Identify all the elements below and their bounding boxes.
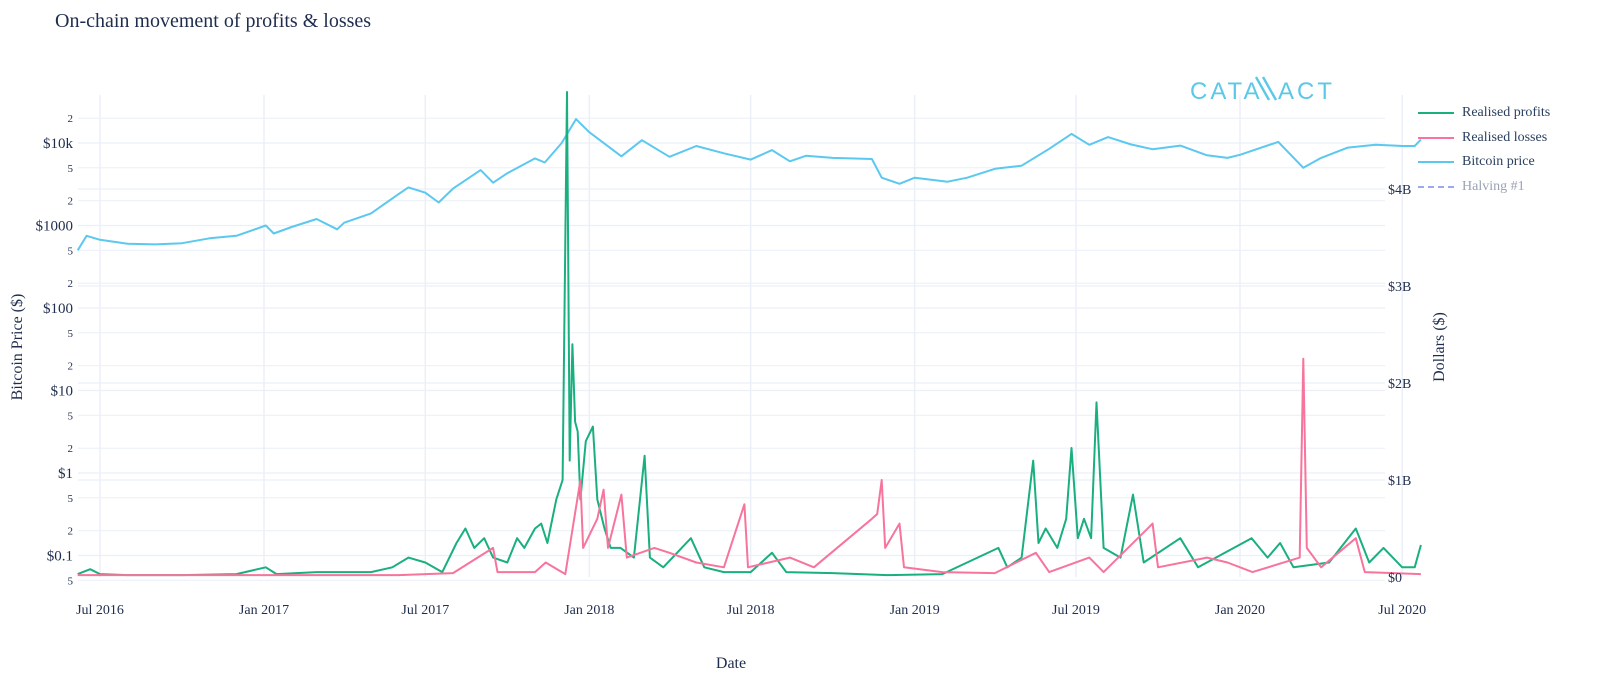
y-tick-label: $10	[51, 384, 74, 400]
y-tick-label: 5	[68, 245, 74, 257]
x-tick-label: Jan 2019	[890, 603, 940, 618]
x-tick-label: Jul 2016	[76, 603, 124, 618]
y-tick-label: 2	[68, 278, 74, 290]
y-tick-label: 5	[68, 575, 74, 587]
legend-label: Halving #1	[1462, 178, 1525, 194]
svg-text:ACT: ACT	[1278, 78, 1335, 105]
y-tick-label: 2	[68, 196, 74, 208]
tick-labels: Jul 2016 Jan 2017 Jul 2017 Jan 2018 Jul 2018…	[36, 113, 1427, 618]
series-line-realised-losses	[77, 357, 1421, 577]
legend-label: Realised losses	[1462, 129, 1548, 145]
catallact-logo: CATA ACT	[1190, 76, 1335, 105]
y-tick-label: $1	[58, 466, 73, 482]
y-axis-title: Bitcoin Price ($)	[9, 294, 26, 401]
legend-item-realised-profits[interactable]: Realised profits	[1418, 101, 1550, 126]
legend-label: Realised profits	[1462, 105, 1551, 121]
x-tick-label: Jul 2019	[1052, 603, 1100, 618]
y2-tick-label: $2B	[1388, 377, 1411, 392]
y-tick-label: $0.1	[47, 549, 73, 565]
y-tick-label: $100	[43, 301, 73, 317]
legend-item-halving-1[interactable]: Halving #1	[1418, 175, 1550, 200]
y-tick-label: 5	[68, 410, 74, 422]
legend-item-bitcoin-price[interactable]: Bitcoin price	[1418, 150, 1550, 175]
x-tick-label: Jan 2017	[239, 603, 289, 618]
series-line-realised-profits	[77, 91, 1422, 577]
y-tick-label: 2	[68, 443, 74, 455]
y-tick-label: 2	[68, 113, 74, 125]
svg-text:CATA: CATA	[1190, 78, 1262, 105]
y-tick-label: 2	[68, 361, 74, 373]
y2-tick-label: $0	[1388, 571, 1402, 586]
page-title: On-chain movement of profits & losses	[55, 10, 372, 32]
series-lines	[76, 91, 1422, 577]
y2-tick-label: $4B	[1388, 183, 1411, 198]
x-tick-label: Jul 2020	[1378, 603, 1426, 618]
x-tick-label: Jul 2018	[727, 603, 775, 618]
x-axis-title: Date	[716, 655, 746, 672]
y-tick-label: 5	[68, 493, 74, 505]
x-tick-label: Jul 2017	[401, 603, 449, 618]
y-tick-label: 5	[68, 328, 74, 340]
y2-axis-title: Dollars ($)	[1431, 312, 1448, 382]
y-tick-label: 5	[68, 163, 74, 175]
series-line-bitcoin-price	[76, 118, 1422, 251]
x-tick-label: Jan 2020	[1215, 603, 1265, 618]
gridlines	[78, 95, 1403, 581]
y-tick-label: $10k	[43, 136, 74, 152]
legend: Realised profits Realised losses Bitcoin…	[1418, 101, 1550, 199]
y2-tick-label: $3B	[1388, 280, 1411, 295]
legend-item-realised-losses[interactable]: Realised losses	[1418, 126, 1550, 151]
x-tick-label: Jan 2018	[564, 603, 614, 618]
y-tick-label: 2	[68, 526, 74, 538]
y-tick-label: $1000	[36, 219, 74, 235]
legend-label: Bitcoin price	[1462, 154, 1535, 170]
y2-tick-label: $1B	[1388, 474, 1411, 489]
